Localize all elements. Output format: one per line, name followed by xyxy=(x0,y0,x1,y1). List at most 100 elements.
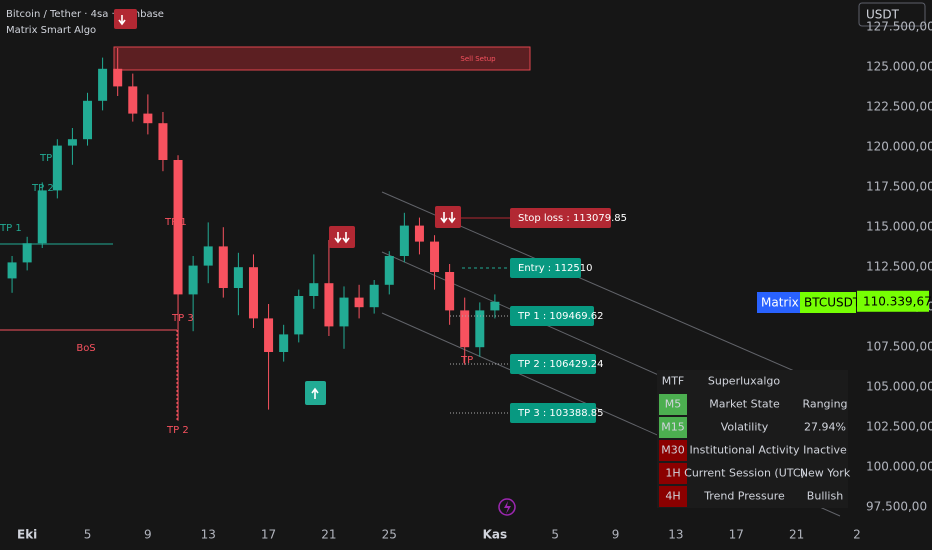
y-tick-label: 117.500,00 xyxy=(866,180,932,194)
x-tick-label: 9 xyxy=(144,528,152,542)
table-cell-text: M30 xyxy=(661,444,685,457)
y-tick-label: 120.000,00 xyxy=(866,140,932,154)
table-cell-text: M15 xyxy=(661,421,685,434)
table-bg xyxy=(657,370,848,508)
candle-body xyxy=(233,267,243,288)
candle-body xyxy=(430,241,440,272)
x-tick-label: 2 xyxy=(853,528,861,542)
candle-body xyxy=(113,68,123,87)
candle-body xyxy=(324,283,334,327)
candle-body xyxy=(279,334,289,352)
table-cell xyxy=(659,463,687,484)
tag-box xyxy=(757,292,800,313)
y-tick-label: 112.500,00 xyxy=(866,260,932,274)
x-tick-label: 13 xyxy=(201,528,216,542)
trade-label-box xyxy=(510,258,581,278)
candle-body xyxy=(399,225,409,256)
trade-label: TP 2 : 106429.24 xyxy=(517,359,603,370)
x-tick-label: 5 xyxy=(551,528,559,542)
table-header: Superluxalgo xyxy=(708,375,781,388)
y-tick-label: 100.000,00 xyxy=(866,460,932,474)
sell-signal xyxy=(114,9,137,29)
x-tick-label: 25 xyxy=(382,528,397,542)
candle-body xyxy=(22,243,32,263)
table-cell-text: Trend Pressure xyxy=(703,490,785,503)
table-cell-text: 27.94% xyxy=(804,421,846,434)
candle-body xyxy=(445,272,455,311)
symbol-box xyxy=(800,292,856,313)
buy-signal xyxy=(305,381,326,405)
x-tick-label: 9 xyxy=(612,528,620,542)
y-tick-label: 105.000,00 xyxy=(866,380,932,394)
tp-label: TP xyxy=(460,355,473,366)
tp-label: TP 1 xyxy=(164,217,187,228)
y-tick-label: 97.500,00 xyxy=(866,500,927,514)
table-cell xyxy=(659,417,687,438)
trade-label: Stop loss : 113079.85 xyxy=(518,213,627,224)
y-tick-label: 107.500,00 xyxy=(866,340,932,354)
x-tick-label: 17 xyxy=(729,528,744,542)
indicator-title: Matrix Smart Algo xyxy=(6,25,96,36)
x-tick-label: 13 xyxy=(668,528,683,542)
candle-body xyxy=(52,145,62,191)
bos-label: BoS xyxy=(76,343,95,354)
table-cell xyxy=(659,440,687,461)
sell-setup-box xyxy=(113,46,531,71)
table-cell-text: Ranging xyxy=(802,398,847,411)
lightning-bolt xyxy=(504,501,511,514)
candles xyxy=(7,48,500,421)
candle-body xyxy=(475,310,485,348)
candle-body xyxy=(37,190,47,244)
currency[interactable]: USDT xyxy=(866,8,900,22)
trade-label-box xyxy=(510,403,596,423)
currency-box[interactable] xyxy=(858,2,926,27)
candle-body xyxy=(354,297,364,308)
candle-body xyxy=(67,139,77,146)
candle-body xyxy=(203,246,213,266)
table-cell-text: Current Session (UTC) xyxy=(684,467,805,480)
table-header: MTF xyxy=(662,375,685,388)
y-tick-label: 127.500,00 xyxy=(866,20,932,34)
lightning-icon[interactable] xyxy=(498,498,516,516)
table-cell-text: Volatility xyxy=(721,421,769,434)
table-cell-text: New York xyxy=(800,467,851,480)
last-price-box xyxy=(857,290,929,312)
table-cell-text: 4H xyxy=(665,490,680,503)
table-cell-text: Bullish xyxy=(807,490,843,503)
table-cell-text: Market State xyxy=(709,398,780,411)
table-cell-text: 1H xyxy=(665,467,680,480)
tp-label: TP 2 xyxy=(166,425,189,436)
table-cell xyxy=(659,486,687,507)
x-tick-label: 21 xyxy=(321,528,336,542)
candle-body xyxy=(294,296,304,335)
tp-label: TP 1 xyxy=(0,223,22,234)
candle-body xyxy=(248,267,258,319)
candle-body xyxy=(460,310,470,348)
sell-signal xyxy=(329,226,355,248)
candle-body xyxy=(128,86,138,114)
x-tick-label: Kas xyxy=(483,528,508,542)
last-price-label: 110.339,67 xyxy=(863,294,932,308)
y-tick-label: 125.000,00 xyxy=(866,60,932,74)
table-cell-text: M5 xyxy=(665,398,682,411)
table-cell xyxy=(659,394,687,415)
candle-body xyxy=(7,262,17,279)
symbol-label: BTCUSDT xyxy=(804,296,861,310)
x-tick-label: 17 xyxy=(261,528,276,542)
candle-body xyxy=(490,301,500,311)
mtf-table: MTF Superluxalgo M5 Market State Ranging M15 V… xyxy=(657,370,851,508)
candle-body xyxy=(339,297,349,327)
candle-body xyxy=(98,68,108,101)
trade-label-box xyxy=(510,208,611,228)
candle-body xyxy=(309,283,319,296)
sell-setup-label: Sell Setup xyxy=(460,55,496,63)
candle-body xyxy=(158,123,168,160)
trade-label: TP 1 : 109469.62 xyxy=(517,311,603,322)
symbol-title: Bitcoin / Tether · 4sa · Coinbase xyxy=(6,9,164,20)
y-tick-label: 115.000,00 xyxy=(866,220,932,234)
trade-label: TP 3 : 103388.85 xyxy=(517,408,603,419)
y-tick-label: 122.500,00 xyxy=(866,100,932,114)
candle-body xyxy=(384,256,394,285)
candle-body xyxy=(414,225,424,242)
